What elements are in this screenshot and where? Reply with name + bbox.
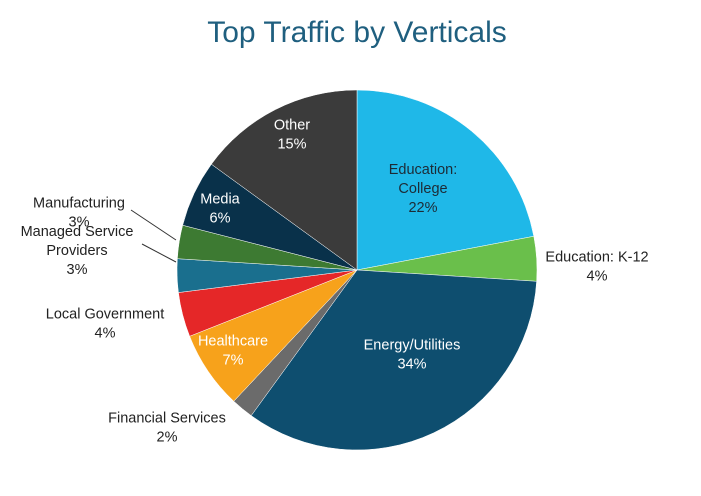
label-managed-service-providers: Managed Service Providers 3% [21, 224, 134, 278]
label-energy-utilities: Energy/Utilities 34% [364, 338, 461, 373]
label-line-education-college: Education: [389, 162, 458, 178]
label-line-other: Other [274, 118, 310, 134]
pct-healthcare: 7% [223, 353, 244, 369]
label-line-manufacturing: Manufacturing [33, 196, 125, 212]
slice-education-college [356, 89, 535, 271]
pct-financial-services: 2% [157, 430, 178, 446]
pct-managed-service-providers: 3% [67, 262, 88, 278]
label-line-financial-services: Financial Services [108, 411, 226, 427]
slice-other [211, 89, 358, 271]
slice-labels: Education: College 22% Education: K-12 4% Ene… [21, 118, 649, 446]
label-other: Other 15% [274, 118, 310, 153]
label-education-college: Education: College 22% [389, 162, 458, 216]
label-financial-services: Financial Services 2% [108, 411, 226, 446]
label-media: Media 6% [200, 192, 240, 227]
label-line-energy-utilities: Energy/Utilities [364, 338, 461, 354]
leader-manufacturing [130, 209, 177, 241]
pct-education-k-12: 4% [587, 269, 608, 285]
leader-lines [130, 209, 177, 263]
label-education-k-12: Education: K-12 4% [545, 250, 648, 285]
leader-managed-service-providers [141, 243, 177, 263]
pct-manufacturing: 3% [69, 215, 90, 231]
pie-slices [176, 89, 538, 451]
chart-title: Top Traffic by Verticals [207, 16, 507, 49]
label-line-media: Media [200, 192, 240, 208]
label-local-government: Local Government 4% [46, 307, 164, 342]
label-manufacturing: Manufacturing 3% [33, 196, 125, 231]
pct-media: 6% [210, 211, 231, 227]
label-line-local-government: Local Government [46, 307, 164, 323]
pct-local-government: 4% [95, 326, 116, 342]
label-line-managed-service-providers: Managed Service [21, 224, 134, 240]
label-healthcare: Healthcare 7% [198, 334, 268, 369]
slice-energy-utilities [250, 269, 537, 451]
label-line-healthcare: Healthcare [198, 334, 268, 350]
label-line-managed-service-providers: Providers [46, 243, 107, 259]
label-line-education-college: College [398, 181, 447, 197]
pct-energy-utilities: 34% [397, 357, 426, 373]
pct-education-college: 22% [408, 200, 437, 216]
pct-other: 15% [277, 137, 306, 153]
label-line-education-k-12: Education: K-12 [545, 250, 648, 266]
